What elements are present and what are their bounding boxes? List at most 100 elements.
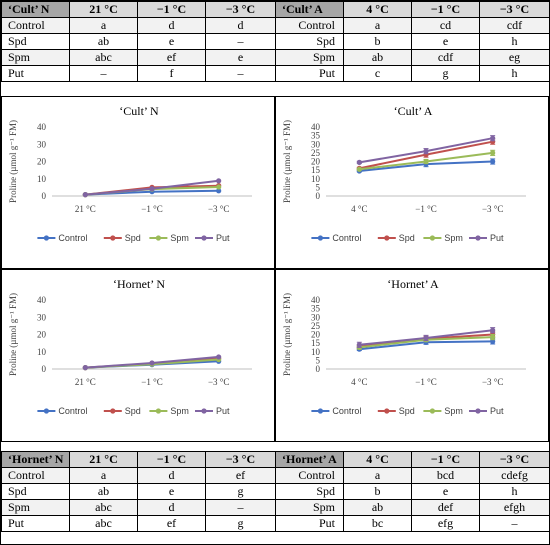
bottom-significance-cell: h	[479, 483, 550, 500]
bottom-temperature-header: 21 °C	[69, 451, 138, 468]
y-tick-label: 40	[37, 295, 47, 305]
chart-title: ‘Hornet’ A	[387, 277, 439, 291]
legend-label-put: Put	[490, 406, 504, 416]
y-axis-label: Proline (µmol g⁻¹ FM)	[282, 293, 292, 376]
bottom-genotype-header: ‘Hornet’ N	[1, 451, 70, 468]
bottom-genotype-header: ‘Hornet’ A	[275, 451, 344, 468]
data-point-put	[356, 159, 362, 165]
top-significance-cell: h	[479, 33, 550, 50]
y-tick-label: 25	[311, 148, 321, 158]
legend-label-spd: Spd	[125, 233, 141, 243]
y-tick-label: 10	[311, 347, 321, 357]
bottom-treatment-label: Put	[275, 515, 344, 532]
top-significance-cell: a	[343, 17, 412, 34]
legend-marker-control	[43, 235, 50, 241]
top-genotype-header: ‘Cult’ A	[275, 1, 344, 18]
top-temperature-header: 4 °C	[343, 1, 412, 18]
data-point-put	[149, 186, 155, 192]
top-treatment-label: Spm	[1, 49, 70, 66]
bottom-significance-cell: b	[343, 483, 412, 500]
top-significance-cell: –	[205, 33, 276, 50]
data-point-put	[82, 365, 88, 371]
table-row: Spm abc ef e Spm ab cdf eg	[1, 49, 550, 66]
table-row: Spd ab e g Spd b e h	[1, 483, 550, 500]
chart-hornet-n-svg: ‘Hornet’ N Proline (µmol g⁻¹ FM) 0 10 20 30 40…	[8, 277, 252, 416]
y-tick-label: 35	[311, 304, 321, 314]
top-significance-cell: ab	[69, 33, 138, 50]
x-tick-label: 21 °C	[75, 377, 96, 387]
bottom-significance-cell: efg	[411, 515, 480, 532]
bottom-significance-cell: g	[205, 515, 276, 532]
y-tick-label: 35	[311, 131, 321, 141]
data-point-spm	[490, 334, 496, 340]
data-point-spm	[423, 158, 429, 165]
chart-hornet-n: ‘Hornet’ N Proline (µmol g⁻¹ FM) 0 10 20 30 40…	[1, 269, 275, 442]
legend-label-spm: Spm	[170, 406, 189, 416]
legend-marker-put	[201, 408, 207, 414]
bottom-significance-cell: ab	[343, 499, 412, 516]
table-row: Control a d ef Control a bcd cdefg	[1, 467, 550, 484]
legend-label-spd: Spd	[399, 233, 415, 243]
top-significance-cell: f	[137, 65, 206, 82]
legend-label-control: Control	[58, 406, 87, 416]
top-significance-cell: e	[411, 33, 480, 50]
bottom-significance-cell: –	[205, 499, 276, 516]
x-tick-label: −1 °C	[415, 377, 436, 387]
top-significance-cell: –	[205, 65, 276, 82]
data-point-put	[216, 178, 222, 184]
bottom-significance-cell: abc	[69, 515, 138, 532]
top-treatment-label: Spd	[275, 33, 344, 50]
top-temperature-header: −1 °C	[137, 1, 206, 18]
bottom-temperature-header: 4 °C	[343, 451, 412, 468]
data-point-put	[82, 192, 88, 198]
bottom-temperature-header: −1 °C	[411, 451, 480, 468]
chart-title: ‘Cult’ A	[394, 104, 433, 118]
legend-label-control: Control	[332, 233, 361, 243]
y-tick-label: 15	[311, 338, 321, 348]
legend-label-spm: Spm	[170, 233, 189, 243]
y-tick-label: 40	[311, 295, 321, 305]
legend-label-put: Put	[216, 233, 230, 243]
y-tick-label: 20	[311, 330, 321, 340]
bottom-significance-cell: –	[479, 515, 550, 532]
bottom-significance-cell: bcd	[411, 467, 480, 484]
y-tick-label: 5	[316, 182, 321, 192]
chart-hornet-a-svg: ‘Hornet’ A Proline (µmol g⁻¹ FM) 051015202…	[282, 277, 526, 416]
x-tick-label: 21 °C	[75, 204, 96, 214]
top-temperature-header: 21 °C	[69, 1, 138, 18]
bottom-significance-cell: def	[411, 499, 480, 516]
legend-marker-control	[43, 408, 50, 414]
y-tick-label: 30	[37, 139, 47, 149]
y-tick-label: 10	[311, 174, 321, 184]
bottom-temperature-header: −1 °C	[137, 451, 206, 468]
table-row: Put – f – Put c g h	[1, 65, 550, 82]
top-treatment-label: Control	[275, 17, 344, 34]
top-significance-cell: h	[479, 65, 550, 82]
y-tick-label: 0	[42, 364, 47, 374]
data-point-control	[216, 188, 222, 194]
legend-marker-put	[201, 235, 207, 241]
bottom-significance-cell: cdefg	[479, 467, 550, 484]
bottom-treatment-label: Spm	[1, 499, 70, 516]
x-tick-label: −3 °C	[482, 204, 503, 214]
data-point-spm	[216, 184, 222, 190]
top-significance-cell: ef	[137, 49, 206, 66]
bottom-significance-cell: abc	[69, 499, 138, 516]
bottom-significance-cell: a	[343, 467, 412, 484]
top-temperature-header: −3 °C	[205, 1, 276, 18]
bottom-temperature-header: −3 °C	[205, 451, 276, 468]
top-treatment-label: Put	[1, 65, 70, 82]
x-tick-label: −1 °C	[141, 377, 162, 387]
legend-marker-spm	[429, 235, 435, 241]
top-significance-cell: –	[69, 65, 138, 82]
chart-title: ‘Hornet’ N	[113, 277, 165, 291]
y-tick-label: 40	[311, 122, 321, 132]
top-significance-cell: ab	[343, 49, 412, 66]
bottom-significance-cell: ab	[69, 483, 138, 500]
y-tick-label: 20	[37, 157, 47, 167]
top-significance-cell: cd	[411, 17, 480, 34]
x-tick-label: −1 °C	[415, 204, 436, 214]
